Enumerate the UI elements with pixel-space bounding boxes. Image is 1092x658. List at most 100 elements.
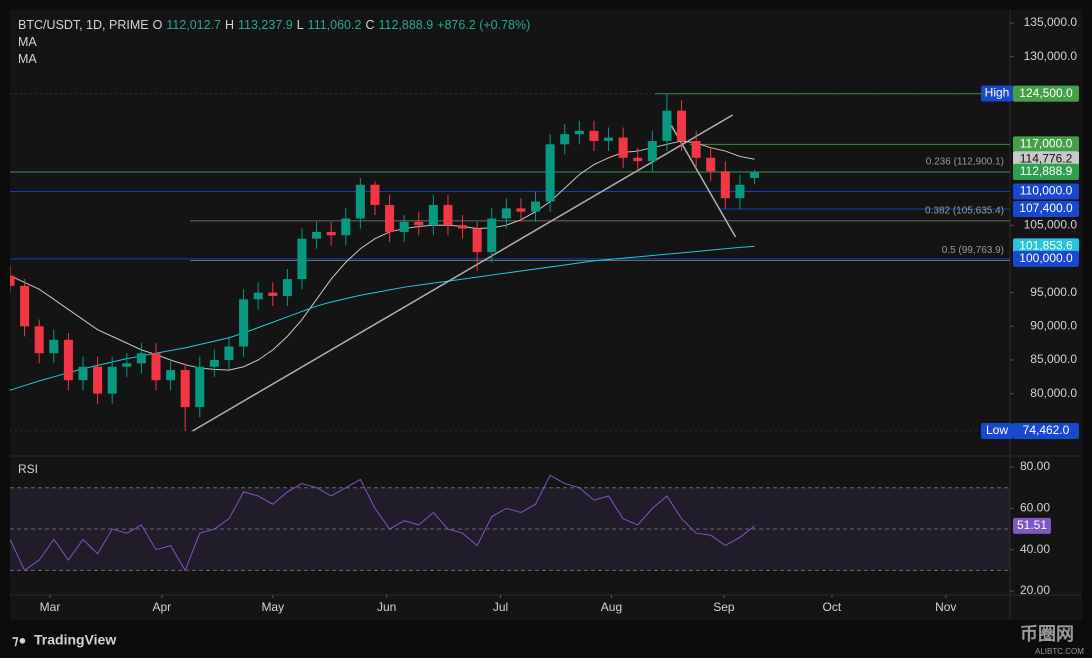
chart-panel bbox=[10, 10, 1082, 620]
candle-body bbox=[107, 366, 117, 394]
o-value: 112,012.7 bbox=[166, 18, 221, 32]
y-tick-label: 95,000.0 bbox=[1030, 285, 1077, 299]
candle-body bbox=[49, 339, 59, 354]
price-badge-label: 114,776.2 bbox=[1020, 151, 1073, 165]
candle-body bbox=[63, 339, 73, 381]
price-badge bbox=[1013, 422, 1079, 439]
candle-body bbox=[399, 221, 409, 232]
candle-body bbox=[297, 238, 307, 280]
price-badge bbox=[1013, 250, 1079, 267]
candle-body bbox=[706, 157, 716, 172]
x-tick-label: Apr bbox=[152, 600, 171, 614]
legend-header: BTC/USDT, 1D, PRIME O 112,012.7 H 113,237.9 L… bbox=[18, 17, 534, 68]
price-badge-label: 112,888.9 bbox=[1020, 164, 1073, 178]
price-badge bbox=[1013, 183, 1079, 200]
trendline bbox=[192, 114, 734, 432]
moving-average bbox=[10, 140, 755, 371]
x-tick-label: Aug bbox=[601, 600, 622, 614]
change: +876.2 (+0.78%) bbox=[437, 18, 531, 32]
price-badge-label: 74,462.0 bbox=[1023, 423, 1070, 437]
candle-body bbox=[633, 157, 643, 162]
y-tick-label: 105,000.0 bbox=[1024, 217, 1078, 231]
candle-body bbox=[443, 204, 453, 226]
candle-body bbox=[531, 201, 541, 212]
candle-body bbox=[458, 225, 468, 229]
plot bbox=[10, 93, 1010, 572]
price-badge-label: 100,000.0 bbox=[1019, 251, 1073, 265]
c-value: 112,888.9 bbox=[378, 18, 434, 32]
y-tick-label: 135,000.0 bbox=[1024, 15, 1078, 29]
price-badge bbox=[1013, 164, 1079, 181]
h-value: 113,237.9 bbox=[238, 18, 293, 32]
candle-body bbox=[20, 285, 30, 327]
candle-body bbox=[472, 228, 482, 253]
fib-label: 0.5 (99,763.9) bbox=[942, 245, 1004, 256]
candle-body bbox=[326, 231, 336, 236]
y-tick-label: 80,000.0 bbox=[1030, 386, 1077, 400]
candle-body bbox=[93, 366, 103, 394]
candle-body bbox=[151, 353, 161, 381]
price-badge bbox=[1013, 238, 1079, 255]
rsi-title: RSI bbox=[18, 462, 38, 476]
badge-prefix-bg bbox=[981, 85, 1013, 102]
x-tick-label: May bbox=[261, 600, 284, 614]
x-tick-label: Mar bbox=[40, 600, 61, 614]
candle-body bbox=[428, 204, 438, 226]
watermark: 币圈网 bbox=[1020, 624, 1074, 644]
rsi-tick-label: 20.00 bbox=[1020, 583, 1050, 597]
price-badge-label: 110,000.0 bbox=[1020, 184, 1073, 198]
candle-body bbox=[209, 359, 219, 367]
candle-body bbox=[560, 134, 570, 145]
rsi-tick-label: 40.00 bbox=[1020, 542, 1050, 556]
c-label: C bbox=[365, 18, 375, 32]
price-badge bbox=[1013, 201, 1079, 218]
badge-prefix: Low bbox=[986, 423, 1008, 437]
candle-body bbox=[282, 279, 292, 296]
candle-body bbox=[487, 218, 497, 253]
rsi-badge bbox=[1013, 517, 1051, 534]
candle-body bbox=[180, 370, 190, 408]
badge-prefix: High bbox=[985, 86, 1010, 100]
candle-body bbox=[370, 184, 380, 205]
candle-body bbox=[750, 172, 760, 178]
candle-body bbox=[341, 218, 351, 236]
rsi-tick-label: 60.00 bbox=[1020, 501, 1050, 515]
candle-body bbox=[720, 171, 730, 199]
price-badge-label: 117,000.0 bbox=[1020, 136, 1073, 150]
price-badge-label: 124,500.0 bbox=[1019, 86, 1073, 100]
x-tick-label: Sep bbox=[713, 600, 735, 614]
indicator: MA bbox=[18, 35, 37, 49]
price-badge bbox=[1013, 151, 1079, 168]
candle-body bbox=[574, 130, 584, 135]
candle-body bbox=[516, 208, 526, 212]
price-badge-label: 101,853.6 bbox=[1019, 239, 1073, 253]
x-tick-label: Nov bbox=[935, 600, 956, 614]
brand-logo: ⁊● bbox=[12, 632, 26, 647]
candle-body bbox=[253, 292, 263, 300]
candle-body bbox=[136, 353, 146, 364]
indicator: MA bbox=[18, 52, 37, 66]
candle-body bbox=[224, 346, 234, 360]
price-badge-label: 107,400.0 bbox=[1019, 201, 1073, 215]
candle-body bbox=[618, 137, 628, 158]
candle-body bbox=[735, 184, 745, 199]
badge-prefix-bg bbox=[981, 422, 1013, 439]
y-tick-label: 85,000.0 bbox=[1030, 352, 1077, 366]
candle-body bbox=[34, 326, 44, 354]
watermark-sub: ALIBTC.COM bbox=[1035, 647, 1084, 656]
ohlc-row: BTC/USDT, 1D, PRIME O 112,012.7 H 113,237.9 L… bbox=[18, 17, 534, 34]
price-badge bbox=[1013, 85, 1079, 102]
price-badge bbox=[1013, 136, 1079, 153]
candle-body bbox=[604, 137, 614, 141]
candle-body bbox=[677, 110, 687, 141]
candle-body bbox=[122, 363, 132, 367]
symbol: BTC/USDT, 1D, PRIME bbox=[18, 18, 149, 32]
fib-label: 0.236 (112,900.1) bbox=[926, 157, 1004, 168]
brand: TradingView bbox=[34, 632, 116, 648]
rsi-tick-label: 80.00 bbox=[1020, 459, 1050, 473]
candle-body bbox=[414, 221, 424, 226]
y-tick-label: 90,000.0 bbox=[1030, 318, 1077, 332]
candle-body bbox=[78, 366, 88, 381]
